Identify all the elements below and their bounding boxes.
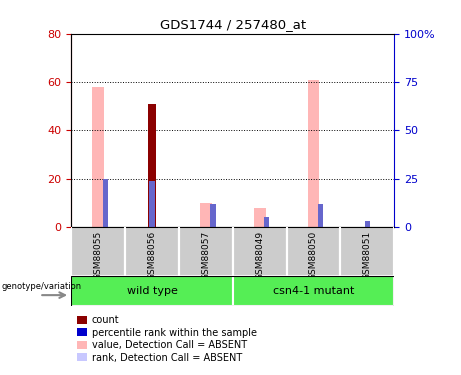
Bar [233, 227, 287, 276]
Bar [340, 227, 394, 276]
Text: GSM88055: GSM88055 [94, 231, 103, 280]
Bar [254, 208, 266, 227]
Text: GSM88057: GSM88057 [201, 231, 210, 280]
Bar [179, 227, 233, 276]
Text: csn4-1 mutant: csn4-1 mutant [273, 286, 354, 296]
Bar [254, 211, 266, 227]
Text: wild type: wild type [127, 286, 177, 296]
Text: genotype/variation: genotype/variation [1, 282, 82, 291]
Text: GSM88056: GSM88056 [148, 231, 157, 280]
Bar [210, 204, 216, 227]
Legend: count, percentile rank within the sample, value, Detection Call = ABSENT, rank, : count, percentile rank within the sample… [77, 314, 258, 363]
Bar [307, 204, 319, 227]
Bar [92, 87, 104, 227]
Title: GDS1744 / 257480_at: GDS1744 / 257480_at [160, 18, 306, 31]
Bar [103, 178, 108, 227]
Bar [200, 203, 212, 227]
Bar [264, 217, 270, 227]
Text: GSM88051: GSM88051 [363, 231, 372, 280]
Text: GSM88049: GSM88049 [255, 231, 264, 280]
Bar [233, 276, 394, 306]
Bar [71, 276, 233, 306]
Bar [71, 227, 125, 276]
Bar [365, 221, 370, 227]
Bar [307, 80, 319, 227]
Bar [125, 227, 179, 276]
Bar [200, 204, 212, 227]
Text: GSM88050: GSM88050 [309, 231, 318, 280]
Bar [287, 227, 340, 276]
Bar [149, 180, 155, 227]
Bar [318, 204, 323, 227]
Bar [148, 104, 156, 227]
